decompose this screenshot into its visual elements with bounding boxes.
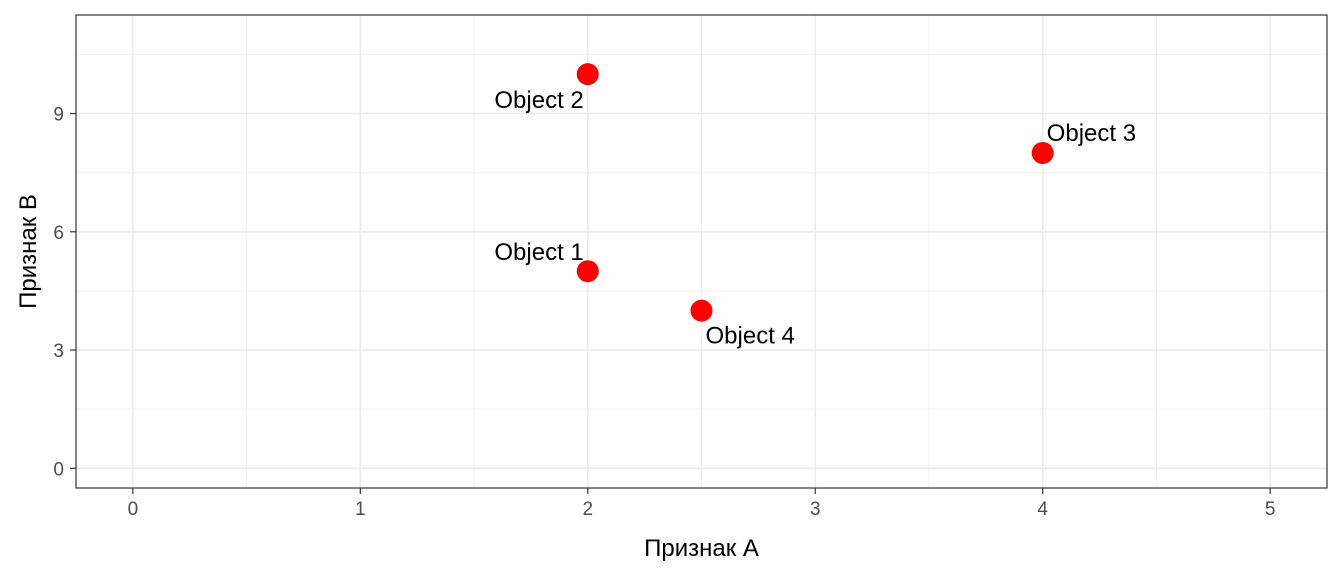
x-tick-label: 3 [810,499,821,520]
data-point-label: Object 3 [1047,120,1136,147]
y-axis-ticks: 0 3 6 9 [53,105,76,480]
x-axis-title: Признак A [644,535,759,562]
data-point [1031,141,1054,164]
x-tick-label: 1 [355,499,366,520]
y-tick-label: 6 [53,223,64,244]
x-tick-label: 2 [582,499,593,520]
panel-border [75,14,1328,489]
data-point [576,63,599,86]
data-point [576,260,599,283]
data-point-label: Object 2 [494,87,583,114]
x-tick-label: 4 [1037,499,1048,520]
x-tick-label: 0 [128,499,139,520]
data-point-label: Object 1 [494,239,583,266]
y-tick-label: 0 [53,459,64,480]
data-points [576,63,1054,322]
x-tick-label: 5 [1265,499,1276,520]
x-axis-ticks: 0 1 2 3 4 5 [128,488,1276,520]
data-point-label: Object 4 [706,323,795,350]
data-point [690,299,713,322]
y-tick-label: 9 [53,105,64,126]
minor-gridlines [76,15,1327,488]
y-axis-title: Признак B [15,194,42,309]
data-point-labels: Object 1 Object 2 Object 3 Object 4 [494,87,1136,350]
y-tick-label: 3 [53,341,64,362]
major-gridlines [76,15,1327,488]
